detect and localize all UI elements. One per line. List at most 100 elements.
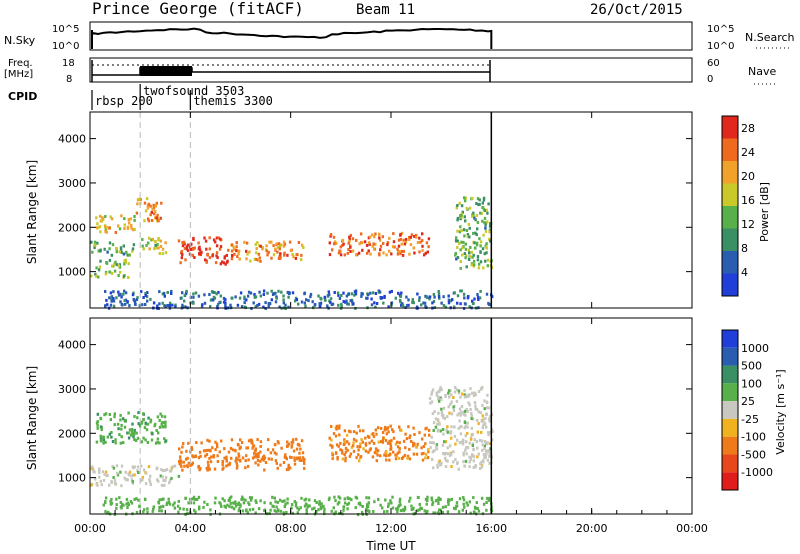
data-cell: [390, 439, 393, 443]
data-cell: [464, 459, 468, 463]
data-cell: [431, 301, 434, 305]
data-cell: [444, 456, 447, 460]
colorbar-tick-label: 25: [741, 395, 755, 408]
data-cell: [104, 510, 107, 514]
data-cell: [441, 428, 445, 431]
data-cell: [361, 292, 364, 296]
data-cell: [242, 501, 246, 505]
data-cell: [463, 196, 466, 200]
data-cell: [479, 240, 483, 244]
colorbar-segment: [722, 138, 738, 161]
data-cell: [347, 442, 351, 446]
data-cell: [448, 444, 452, 448]
data-cell: [418, 236, 421, 240]
data-cell: [457, 412, 461, 415]
data-cell: [142, 418, 145, 422]
data-cell: [428, 295, 432, 299]
data-cell: [114, 260, 117, 264]
data-cell: [279, 498, 282, 502]
data-cell: [163, 483, 166, 487]
data-cell: [385, 253, 388, 257]
colorbar-tick-label: 4: [741, 266, 748, 279]
data-cell: [127, 431, 130, 435]
data-cell: [104, 215, 107, 218]
data-cell: [234, 504, 238, 508]
data-cell: [293, 456, 296, 460]
data-cell: [106, 435, 109, 439]
data-cell: [280, 446, 283, 450]
data-cell: [476, 197, 480, 201]
data-cell: [230, 243, 234, 247]
data-cell: [409, 496, 412, 500]
data-cell: [111, 264, 114, 268]
data-cell: [267, 304, 270, 308]
data-cell: [430, 400, 434, 404]
data-cell: [131, 293, 135, 297]
data-cell: [303, 461, 306, 465]
data-cell: [480, 430, 483, 434]
data-cell: [372, 510, 375, 513]
data-cell: [194, 510, 197, 514]
data-cell: [367, 450, 370, 454]
data-cell: [416, 509, 419, 513]
data-cell: [442, 295, 445, 299]
data-cell: [339, 441, 342, 445]
data-cell: [442, 432, 445, 436]
data-cell: [360, 240, 364, 244]
data-cell: [113, 412, 116, 416]
data-cell: [238, 458, 241, 462]
data-cell: [157, 246, 160, 250]
data-cell: [467, 248, 470, 252]
data-cell: [456, 438, 459, 442]
data-cell: [115, 247, 118, 250]
data-cell: [164, 251, 168, 255]
data-cell: [472, 253, 475, 257]
data-cell: [308, 498, 311, 502]
data-cell: [452, 305, 456, 309]
data-cell: [187, 461, 190, 465]
data-cell: [458, 201, 461, 205]
data-cell: [159, 505, 163, 509]
data-cell: [231, 253, 234, 257]
data-cell: [219, 262, 222, 266]
data-cell: [124, 478, 128, 482]
data-cell: [435, 447, 439, 451]
data-cell: [433, 410, 436, 414]
data-cell: [457, 391, 461, 395]
data-cell: [237, 509, 240, 513]
data-cell: [93, 240, 97, 244]
data-cell: [479, 244, 482, 248]
data-cell: [254, 452, 258, 456]
data-cell: [468, 255, 472, 258]
data-cell: [110, 217, 114, 221]
data-cell: [481, 426, 484, 430]
data-cell: [437, 498, 440, 502]
data-cell: [347, 302, 350, 306]
data-cell: [424, 294, 427, 298]
data-cell: [161, 301, 164, 305]
data-cell: [96, 423, 99, 427]
data-cell: [151, 237, 154, 241]
data-cell: [462, 440, 465, 444]
data-cell: [459, 432, 463, 436]
data-cell: [208, 247, 211, 251]
data-cell: [248, 496, 252, 500]
x-tick-label: 16:00: [475, 522, 507, 535]
data-cell: [108, 258, 112, 262]
data-cell: [273, 509, 276, 513]
colorbar-tick-label: 28: [741, 122, 755, 135]
data-cell: [182, 460, 185, 464]
data-cell: [465, 265, 468, 269]
data-cell: [133, 415, 136, 418]
data-cell: [115, 250, 118, 254]
data-cell: [292, 438, 295, 442]
data-cell: [394, 453, 397, 457]
data-cell: [309, 292, 313, 296]
data-cell: [391, 495, 394, 499]
data-cell: [123, 262, 126, 266]
data-cell: [439, 463, 442, 467]
data-cell: [203, 301, 207, 305]
data-cell: [247, 439, 251, 443]
colorbar-segment: [722, 183, 738, 206]
data-cell: [146, 507, 149, 511]
